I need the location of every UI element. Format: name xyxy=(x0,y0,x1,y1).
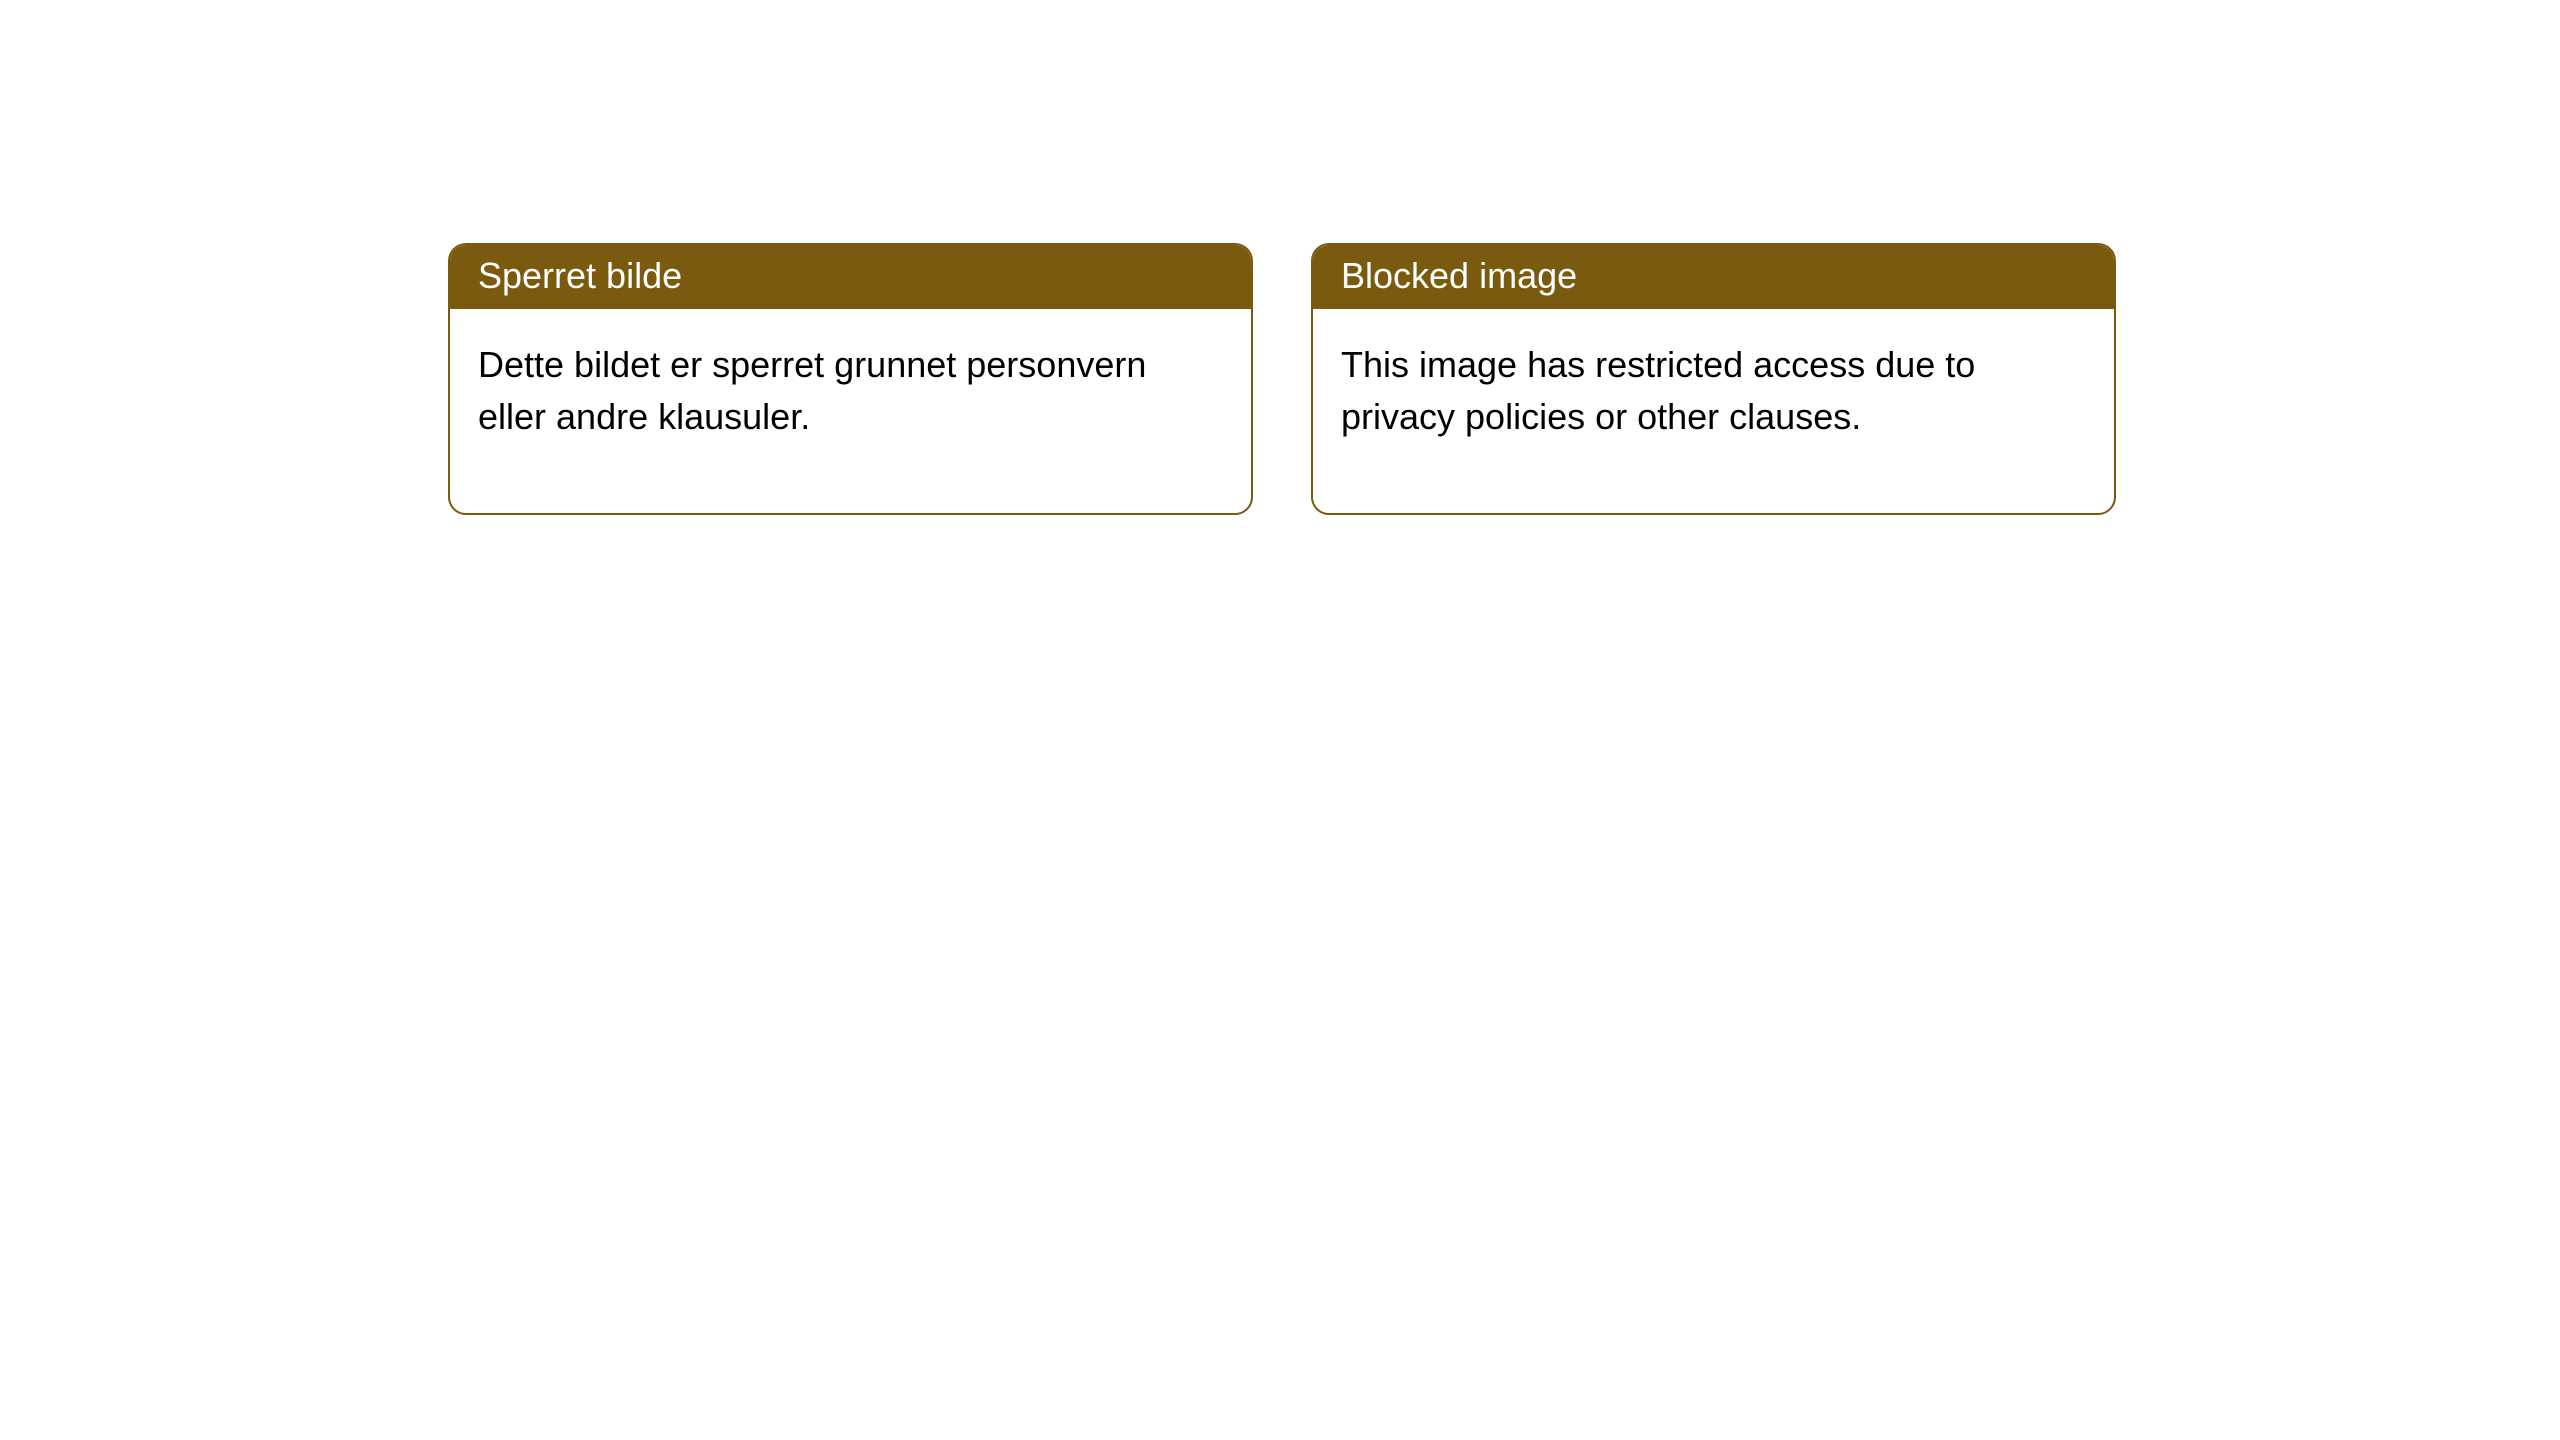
card-header-en: Blocked image xyxy=(1313,245,2114,309)
card-body-no: Dette bildet er sperret grunnet personve… xyxy=(450,309,1251,513)
blocked-image-card-no: Sperret bilde Dette bildet er sperret gr… xyxy=(448,243,1253,515)
card-body-en: This image has restricted access due to … xyxy=(1313,309,2114,513)
blocked-image-card-en: Blocked image This image has restricted … xyxy=(1311,243,2116,515)
notice-cards-container: Sperret bilde Dette bildet er sperret gr… xyxy=(0,0,2560,515)
card-header-no: Sperret bilde xyxy=(450,245,1251,309)
